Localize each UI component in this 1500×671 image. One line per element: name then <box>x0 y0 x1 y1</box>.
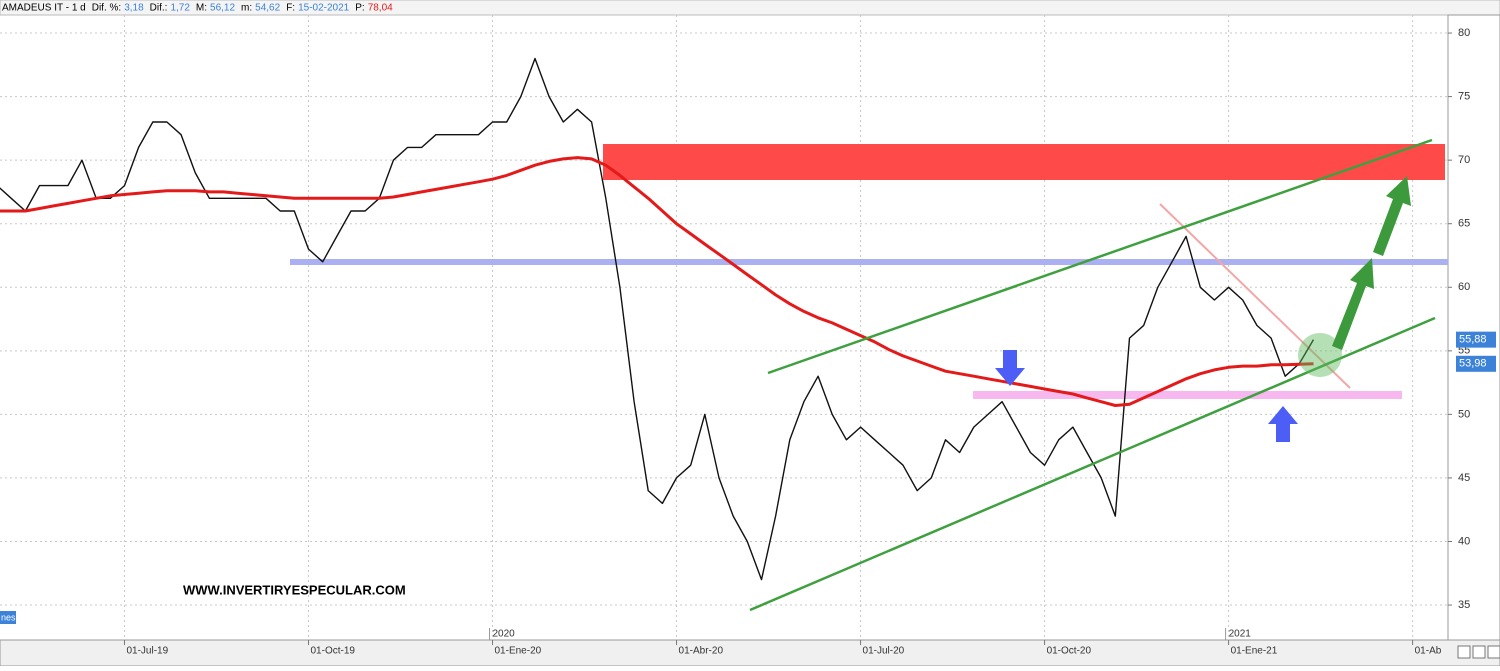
price-tag <box>1456 331 1496 348</box>
y-tick-label: 80 <box>1458 27 1470 39</box>
toolbar <box>1457 645 1500 659</box>
header-stat-value: 78,04 <box>368 3 393 14</box>
arrow-down <box>995 350 1025 386</box>
header-title: AMADEUS IT - 1 d <box>2 3 86 14</box>
y-tick-label: 75 <box>1458 91 1470 103</box>
x-tick-label: 01-Oct-19 <box>310 646 355 657</box>
header-stat-value: 15-02-2021 <box>298 3 350 14</box>
channel-upper <box>767 138 1433 375</box>
plot <box>0 57 1315 581</box>
toolbar-button[interactable] <box>1487 645 1500 659</box>
year-label: 2020 <box>493 629 516 640</box>
y-tick-label: 60 <box>1458 281 1470 293</box>
header-stat-label: P: <box>355 3 364 14</box>
downtrend-line <box>1159 203 1351 389</box>
year-label: 2021 <box>1229 629 1252 640</box>
header-stat-value: 3,18 <box>124 3 144 14</box>
y-tick-label: 55 <box>1458 345 1470 357</box>
price-line <box>0 57 1315 581</box>
header: AMADEUS IT - 1 d Dif. %: 3,18 Dif.: 1,72 M: 56… <box>2 3 393 14</box>
header-stat-label: M: <box>196 3 207 14</box>
arrow-up <box>1332 258 1374 350</box>
x-tick-label: 01-Abr-20 <box>679 646 724 657</box>
arrow-up-blue <box>1268 406 1298 442</box>
price-tag <box>1456 355 1496 372</box>
header-bar <box>0 0 1500 16</box>
header-stat-label: Dif.: <box>150 3 168 14</box>
arrow-up <box>1373 176 1411 256</box>
x-tick-label: 01-Jul-19 <box>126 646 168 657</box>
watermark: WWW.INVERTIRYESPECULAR.COM <box>183 582 406 597</box>
x-tick-label: 01-Oct-20 <box>1047 646 1092 657</box>
moving-average <box>0 156 1314 407</box>
toolbar-button[interactable] <box>1472 645 1486 659</box>
toolbar-button[interactable] <box>1457 645 1471 659</box>
y-tick-label: 35 <box>1458 599 1470 611</box>
x-tick-label: 01-Ene-21 <box>1231 646 1278 657</box>
panel-label: nes <box>1 612 16 622</box>
header-stat-value: 56,12 <box>210 3 235 14</box>
header-stat-label: Dif. %: <box>92 3 121 14</box>
x-tick-label: 01-Ene-20 <box>495 646 542 657</box>
resistance-zone <box>603 144 1445 180</box>
y-tick-label: 50 <box>1458 408 1470 420</box>
x-tick-label: 01-Ab <box>1415 646 1442 657</box>
header-stat-value: 1,72 <box>170 3 190 14</box>
y-tick-label: 70 <box>1458 154 1470 166</box>
header-stat-label: m: <box>241 3 252 14</box>
y-axis-panel <box>1447 14 1500 641</box>
y-tick-label: 65 <box>1458 218 1470 230</box>
channel-lower <box>749 316 1436 612</box>
panel-tag <box>0 611 16 624</box>
header-stat-label: F: <box>286 3 295 14</box>
y-tick-label: 40 <box>1458 535 1470 547</box>
price-tag-label: 55,88 <box>1459 334 1487 346</box>
header-stat-value: 54,62 <box>255 3 280 14</box>
highlight-circle <box>1298 333 1342 377</box>
price-tag-label: 53,98 <box>1459 358 1487 370</box>
y-tick-label: 45 <box>1458 472 1470 484</box>
x-tick-label: 01-Jul-20 <box>863 646 905 657</box>
